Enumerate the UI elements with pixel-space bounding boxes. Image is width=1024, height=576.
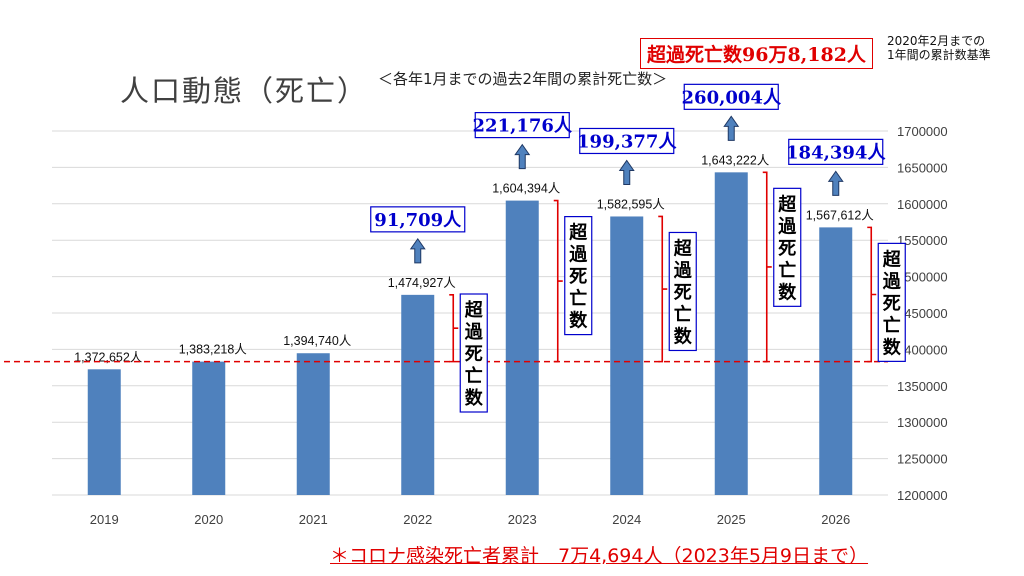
y-tick-label: 1550000 [897, 233, 948, 248]
excess-label-char: 過 [883, 271, 902, 292]
excess-label-char: 超 [674, 237, 693, 259]
data-label: 1,394,740人 [283, 334, 352, 348]
excess-label-char: 死 [883, 293, 901, 314]
bar [505, 200, 539, 495]
excess-value: 199,377人 [577, 131, 677, 152]
excess-bracket [762, 171, 772, 363]
excess-label-box [668, 231, 697, 352]
excess-bracket [867, 226, 877, 363]
excess-label-char: 亡 [778, 259, 796, 281]
excess-label-char: 亡 [883, 314, 901, 336]
bar [610, 216, 644, 496]
up-arrow-icon [723, 115, 740, 141]
excess-label-char: 超 [778, 193, 797, 215]
total-excess-deaths: 超過死亡数96万8,182人 [640, 38, 873, 69]
y-tick-label: 1650000 [897, 160, 948, 175]
excess-label-char: 死 [778, 238, 796, 259]
x-tick-label: 2019 [90, 512, 119, 527]
x-tick-label: 2024 [612, 512, 641, 527]
excess-label-char: 数 [465, 387, 484, 409]
up-arrow-icon [618, 159, 635, 185]
x-tick-label: 2026 [821, 512, 850, 527]
excess-label-char: 超 [569, 222, 588, 244]
footnote: ＊コロナ感染死亡者累計 7万4,694人（2023年5月9日まで） [330, 545, 869, 567]
excess-bracket [658, 215, 668, 363]
up-arrow-icon [514, 143, 531, 170]
baseline-note: 2020年2月までの 1年間の累計数基準 [887, 34, 991, 62]
data-label: 1,604,394人 [492, 182, 561, 196]
x-tick-label: 2021 [299, 512, 328, 527]
excess-label-char: 亡 [674, 303, 692, 325]
baseline-note-line2: 1年間の累計数基準 [887, 48, 991, 62]
x-tick-label: 2020 [194, 512, 223, 527]
bar [714, 172, 748, 495]
excess-label-char: 数 [569, 310, 588, 332]
excess-label-char: 超 [465, 299, 484, 321]
excess-label-char: 超 [883, 248, 902, 270]
excess-label-char: 過 [674, 260, 693, 281]
y-tick-label: 1200000 [897, 488, 948, 503]
excess-label-box [459, 293, 488, 413]
excess-label-char: 死 [569, 267, 587, 288]
excess-bracket [553, 199, 563, 363]
x-tick-label: 2023 [508, 512, 537, 527]
y-tick-label: 1400000 [897, 342, 948, 357]
chart-title: 人口動態（死亡） [120, 74, 369, 108]
up-arrow-icon [827, 170, 844, 196]
excess-value-box [474, 112, 570, 139]
excess-label-char: 数 [778, 281, 797, 303]
excess-value-box [579, 127, 675, 155]
excess-label-box [773, 187, 802, 307]
excess-label-char: 死 [465, 344, 483, 365]
excess-label-char: 過 [465, 322, 484, 343]
excess-label-char: 数 [674, 325, 693, 347]
chart-subtitle: ＜各年1月までの過去2年間の累計死亡数＞ [378, 70, 668, 88]
bar [87, 369, 121, 495]
excess-label-char: 過 [778, 216, 797, 237]
data-label: 1,567,612人 [806, 208, 875, 222]
excess-value: 91,709人 [374, 210, 462, 231]
y-tick-label: 1450000 [897, 306, 948, 321]
bar [192, 361, 226, 495]
y-tick-label: 1700000 [897, 124, 948, 139]
data-label: 1,372,652人 [74, 350, 143, 364]
excess-label-box [564, 216, 593, 336]
y-tick-label: 1600000 [897, 197, 948, 212]
x-tick-label: 2022 [403, 512, 432, 527]
y-tick-label: 1350000 [897, 379, 948, 394]
excess-label-box [877, 242, 906, 362]
excess-bracket [449, 294, 459, 363]
excess-value-box [370, 206, 466, 233]
data-label: 1,582,595人 [597, 197, 666, 211]
data-label: 1,474,927人 [388, 276, 457, 290]
excess-label-char: 亡 [465, 365, 483, 387]
excess-label-char: 亡 [569, 288, 587, 310]
y-tick-label: 1500000 [897, 270, 948, 285]
excess-value-box [683, 83, 779, 110]
y-tick-label: 1250000 [897, 452, 948, 467]
excess-label-char: 数 [883, 336, 902, 358]
data-label: 1,643,222人 [701, 153, 770, 167]
x-tick-label: 2025 [717, 512, 746, 527]
excess-value-box [788, 138, 884, 165]
baseline-note-line1: 2020年2月までの [887, 34, 986, 48]
excess-label-char: 過 [569, 245, 588, 266]
excess-value: 260,004人 [682, 87, 782, 108]
data-label: 1,383,218人 [179, 343, 248, 357]
bar [296, 353, 330, 495]
bar [401, 294, 435, 495]
excess-value: 221,176人 [473, 116, 573, 137]
up-arrow-icon [409, 237, 426, 264]
y-tick-label: 1300000 [897, 415, 948, 430]
excess-value: 184,394人 [786, 142, 886, 163]
excess-label-char: 死 [674, 282, 692, 303]
